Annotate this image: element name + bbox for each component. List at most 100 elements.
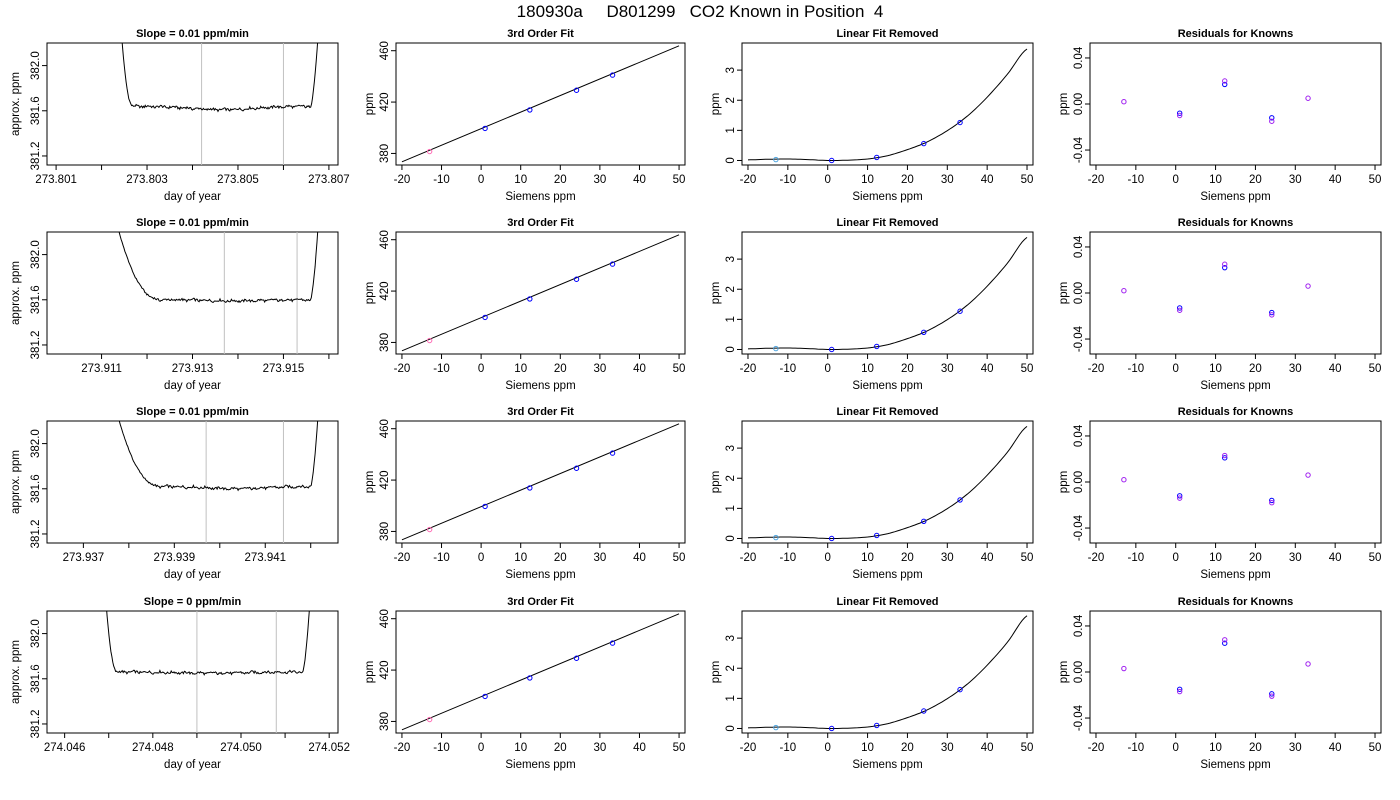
y-axis-label: approx. ppm <box>10 261 22 325</box>
plot-frame <box>46 610 339 734</box>
y-tick-label: 0.00 <box>1073 282 1085 304</box>
data-point <box>1121 287 1127 294</box>
chart-title: Slope = 0.01 ppm/min <box>136 28 249 40</box>
y-tick-label: 381.6 <box>30 664 42 693</box>
data-point <box>1176 110 1183 116</box>
x-axis-label: Siemens ppm <box>1200 759 1270 771</box>
y-tick-label: 420 <box>379 92 391 111</box>
series-line <box>106 611 310 676</box>
data-point <box>573 276 580 282</box>
x-tick-label: 50 <box>1369 552 1382 564</box>
x-tick-label: 274.046 <box>44 742 86 754</box>
x-tick-label: 10 <box>1209 552 1222 564</box>
x-axis-label: Siemens ppm <box>1200 191 1270 203</box>
y-tick-label: 460 <box>379 230 391 249</box>
y-tick-label: 3 <box>725 635 737 641</box>
y-tick-label: 460 <box>379 41 391 60</box>
data-point <box>921 140 927 147</box>
data-point <box>1269 497 1275 504</box>
x-axis-label: day of year <box>164 380 221 392</box>
y-tick-label: 2 <box>725 286 737 292</box>
chart-title: Residuals for Knowns <box>1178 406 1294 418</box>
data-point <box>921 708 927 714</box>
chart-title: Linear Fit Removed <box>836 28 938 40</box>
x-tick-label: 50 <box>673 552 686 564</box>
y-tick-label: 1 <box>725 695 737 701</box>
x-axis-label: Siemens ppm <box>505 569 575 581</box>
x-tick-label: 40 <box>981 174 994 186</box>
series-line <box>118 232 319 304</box>
y-axis-label: ppm <box>1058 282 1070 304</box>
x-axis-label: day of year <box>164 191 221 203</box>
plot-frame <box>46 231 339 355</box>
data-point <box>609 72 616 78</box>
y-axis-label: ppm <box>364 471 376 493</box>
panel-residuals-row-1: Residuals for Knowns -20 -10 0 10 20 30 40 50 -0.… <box>1058 28 1382 203</box>
y-tick-label: 1 <box>725 316 737 322</box>
x-tick-label: 40 <box>1329 363 1342 375</box>
x-tick-label: 0 <box>1173 174 1179 186</box>
data-point <box>1269 118 1275 124</box>
y-axis-label: ppm <box>710 93 722 115</box>
data-point <box>609 450 616 456</box>
x-tick-label: -20 <box>394 363 411 375</box>
data-point <box>1176 688 1183 695</box>
x-tick-label: 273.915 <box>263 363 305 375</box>
y-tick-label: 460 <box>379 609 391 628</box>
plot-frame <box>46 42 339 166</box>
data-point <box>828 725 835 732</box>
x-tick-label: 10 <box>1209 363 1222 375</box>
x-tick-label: 273.803 <box>126 174 168 186</box>
x-tick-label: 30 <box>1289 363 1302 375</box>
data-point <box>426 526 433 533</box>
x-tick-label: 0 <box>1173 552 1179 564</box>
data-point <box>1222 452 1228 459</box>
y-axis-label: ppm <box>364 93 376 115</box>
chart-title: Slope = 0 ppm/min <box>144 596 242 608</box>
y-tick-label: 0.00 <box>1073 93 1085 115</box>
fit-line <box>401 613 680 731</box>
data-point <box>1176 307 1183 313</box>
x-tick-label: -20 <box>394 174 411 186</box>
x-tick-label: 50 <box>673 742 686 754</box>
y-tick-label: 382.0 <box>30 429 42 458</box>
series-line <box>118 421 319 492</box>
x-tick-label: 273.937 <box>63 552 105 564</box>
x-tick-label: 40 <box>981 552 994 564</box>
x-tick-label: -10 <box>780 363 797 375</box>
x-tick-label: 10 <box>514 174 527 186</box>
x-tick-label: 10 <box>861 552 874 564</box>
fit-line <box>401 234 680 352</box>
data-point <box>1121 476 1127 483</box>
y-tick-label: 381.2 <box>30 520 42 549</box>
y-axis-label: approx. ppm <box>10 640 22 704</box>
y-tick-label: 380 <box>379 333 391 352</box>
y-tick-label: 0 <box>725 535 737 541</box>
y-axis-label: approx. ppm <box>10 72 22 136</box>
panel-fit-row-3: 3rd Order Fit -20 -10 0 10 20 30 40 50 380 420 460 S… <box>364 406 686 581</box>
y-tick-label: 382.0 <box>30 619 42 648</box>
data-point <box>1222 640 1228 646</box>
x-tick-label: 30 <box>941 552 954 564</box>
plot-frame <box>46 420 339 544</box>
chart-title: 3rd Order Fit <box>507 28 574 40</box>
x-tick-label: 50 <box>1021 174 1034 186</box>
x-tick-label: 40 <box>1329 174 1342 186</box>
x-axis-label: Siemens ppm <box>505 380 575 392</box>
data-point <box>957 308 963 314</box>
x-tick-label: 40 <box>1329 742 1342 754</box>
y-tick-label: 1 <box>725 505 737 511</box>
x-tick-label: 20 <box>901 552 914 564</box>
x-tick-label: 50 <box>1021 742 1034 754</box>
data-point <box>773 156 779 163</box>
x-tick-label: 50 <box>1369 742 1382 754</box>
x-tick-label: 20 <box>1249 174 1262 186</box>
panel-linear_removed-row-2: Linear Fit Removed -20 -10 0 10 20 30 40 50 0 1 2 3 S… <box>710 217 1034 392</box>
panel-linear_removed-row-3: Linear Fit Removed -20 -10 0 10 20 30 40 50 0 1 2 3 S… <box>710 406 1034 581</box>
x-tick-label: 0 <box>1173 742 1179 754</box>
data-point <box>874 532 880 539</box>
x-tick-label: 30 <box>593 552 606 564</box>
fit-line <box>401 45 680 163</box>
chart-title: Residuals for Knowns <box>1178 217 1294 229</box>
x-tick-label: 0 <box>825 363 831 375</box>
